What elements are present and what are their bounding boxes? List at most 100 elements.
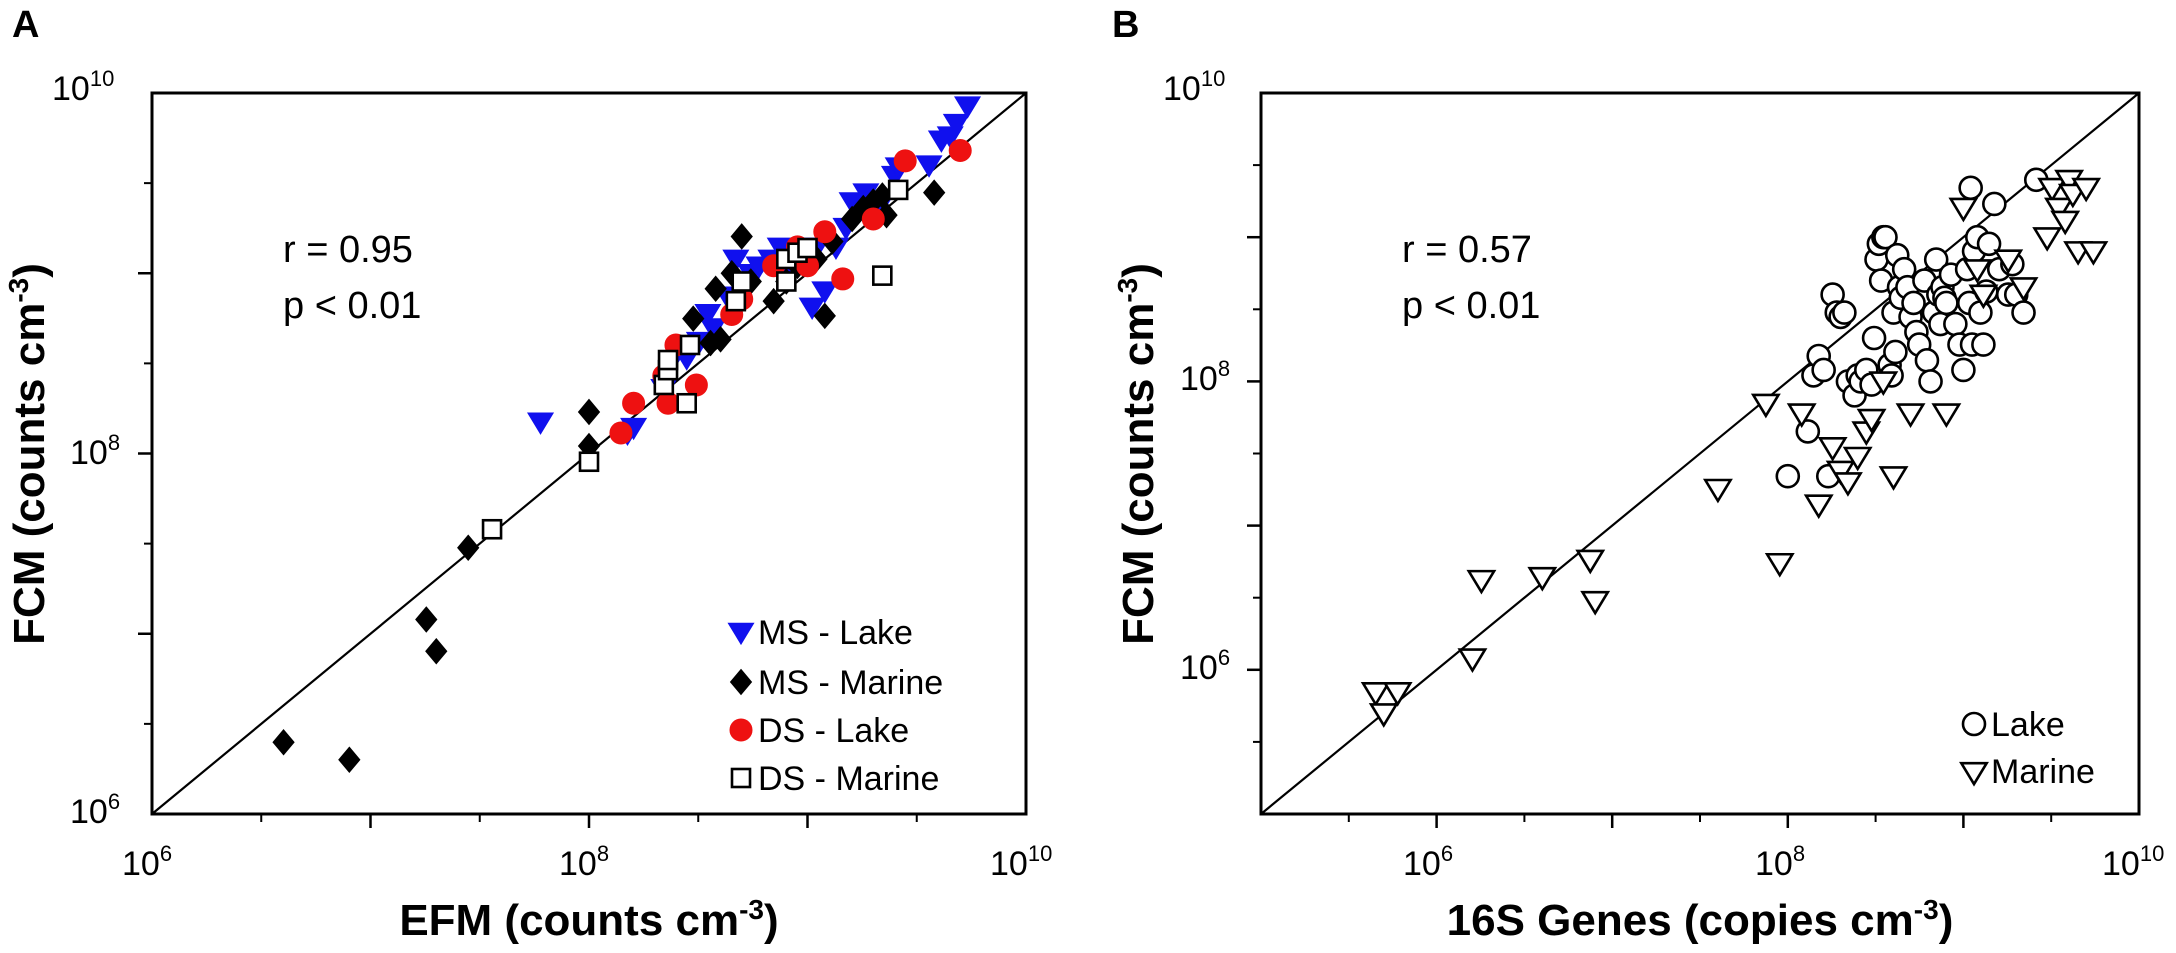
data-point-lake: [1883, 339, 1908, 365]
panel-b-p-value: p < 0.01: [1402, 285, 1540, 327]
legend-marker: [727, 622, 755, 646]
data-point-ms-marine: [762, 287, 785, 315]
data-point-marine: [2032, 227, 2063, 252]
data-point-ms-marine: [730, 223, 753, 250]
panel-a-r-value: r = 0.95: [283, 229, 413, 271]
data-point-ds-lake: [861, 207, 885, 231]
data-point-marine: [1948, 197, 1979, 223]
data-point-ms-marine: [682, 305, 705, 332]
data-point-ds-marine: [887, 179, 909, 201]
panel-a-xtick-label: 106: [122, 841, 172, 883]
legend-label: DS - Marine: [758, 760, 939, 798]
panel-a-xtick-label: 1010: [990, 841, 1052, 883]
data-point-ms-marine: [923, 179, 946, 206]
data-point-lake: [1976, 231, 2002, 257]
data-point-marine: [1842, 446, 1873, 472]
data-point-lake: [1832, 300, 1857, 325]
data-point-marine: [1856, 408, 1887, 434]
data-point-ds-lake: [622, 391, 646, 415]
data-point-ms-lake: [811, 281, 839, 304]
data-point-lake: [1968, 300, 1993, 325]
data-point-marine: [1360, 682, 1391, 707]
panel-a: A 1010 108 106 106 108 1010 EFM (counts …: [3, 4, 1052, 945]
data-point-ds-lake: [609, 421, 633, 445]
data-point-marine: [1457, 648, 1488, 673]
panel-b-legend: Lake Marine: [1959, 706, 2095, 791]
data-point-marine: [1575, 549, 1606, 575]
data-point-lake: [1901, 290, 1926, 316]
data-point-ds-marine: [797, 237, 818, 259]
data-point-ds-lake: [656, 391, 680, 415]
data-point-lake: [1943, 311, 1968, 337]
panel-b-y-axis-title: FCM (counts cm-3): [1112, 263, 1163, 645]
data-point-ds-lake: [831, 267, 855, 291]
panel-a-tick-marks: [138, 182, 918, 828]
data-point-ds-marine: [679, 334, 701, 356]
data-point-marine: [1878, 466, 1909, 491]
data-point-marine: [2071, 177, 2102, 203]
data-point-marine: [1527, 566, 1558, 592]
legend-marker: [729, 668, 753, 696]
panel-b-xtick-label: 1010: [2102, 841, 2164, 883]
data-point-ms-marine: [813, 302, 836, 330]
legend-marker: [730, 767, 752, 789]
data-point-marine: [1786, 403, 1817, 429]
legend-marker: [1961, 711, 1987, 737]
data-point-lake: [1958, 175, 1983, 201]
data-point-marine: [1832, 472, 1863, 497]
data-point-marine: [2008, 277, 2039, 302]
panel-a-y-axis-title: FCM (counts cm-3): [3, 263, 54, 645]
panel-a-x-axis-title: EFM (counts cm-3): [399, 894, 778, 945]
data-point-marine: [1895, 403, 1926, 429]
data-point-ds-lake: [893, 149, 917, 173]
data-point-marine: [1803, 494, 1834, 520]
panel-a-ytick-label: 1010: [52, 66, 114, 108]
data-point-marine: [1764, 552, 1795, 578]
data-point-marine: [1382, 682, 1413, 707]
panel-a-legend-markers: [727, 622, 755, 789]
legend-label: DS - Lake: [758, 712, 909, 750]
data-point-ms-marine: [704, 275, 727, 303]
data-point-ds-marine: [872, 265, 893, 286]
panel-b-xtick-label: 108: [1755, 841, 1805, 883]
legend-marker: [729, 718, 753, 742]
panel-b-ytick-label: 106: [1180, 645, 1230, 687]
data-point-ms-lake: [526, 412, 555, 435]
panel-b-ytick-label: 108: [1180, 356, 1230, 398]
data-point-lake: [1923, 247, 1949, 272]
data-point-marine: [2043, 197, 2074, 223]
data-point-ms-lake: [694, 303, 722, 327]
panel-a-ytick-label: 106: [70, 789, 120, 831]
data-point-lake: [1811, 357, 1836, 383]
data-point-marine: [1466, 569, 1497, 595]
data-point-ms-marine: [338, 746, 361, 774]
data-point-ms-lake: [915, 155, 943, 178]
panel-b-x-axis-title: 16S Genes (copies cm-3): [1447, 894, 1954, 945]
data-point-ds-lake: [684, 373, 708, 397]
data-point-marine: [1580, 590, 1611, 616]
data-point-marine: [1968, 284, 1999, 310]
data-point-lake: [1982, 191, 2007, 217]
data-point-ms-marine: [709, 326, 732, 353]
data-point-marine: [1962, 259, 1993, 284]
data-point-lake: [1775, 463, 1801, 489]
legend-label: Marine: [1991, 753, 2095, 791]
data-point-lake: [1918, 369, 1943, 394]
data-point-marine: [1868, 371, 1899, 397]
data-point-marine: [1993, 249, 2024, 275]
data-point-ms-marine: [577, 398, 601, 426]
data-point-ds-marine: [578, 451, 600, 473]
data-point-lake: [1934, 290, 1959, 316]
panel-a-xtick-label: 108: [559, 841, 609, 883]
data-point-ds-lake: [948, 138, 972, 162]
data-point-ms-marine: [415, 606, 438, 633]
data-point-marine: [2050, 210, 2081, 236]
panel-b-tick-marks: [1247, 164, 2053, 828]
data-point-marine: [1702, 478, 1733, 504]
data-point-ds-marine: [657, 349, 679, 371]
data-point-lake: [1873, 224, 1898, 250]
data-point-ms-lake: [798, 297, 826, 321]
panel-b-ytick-label: 1010: [1163, 66, 1225, 108]
panel-b-letter: B: [1112, 4, 1139, 46]
